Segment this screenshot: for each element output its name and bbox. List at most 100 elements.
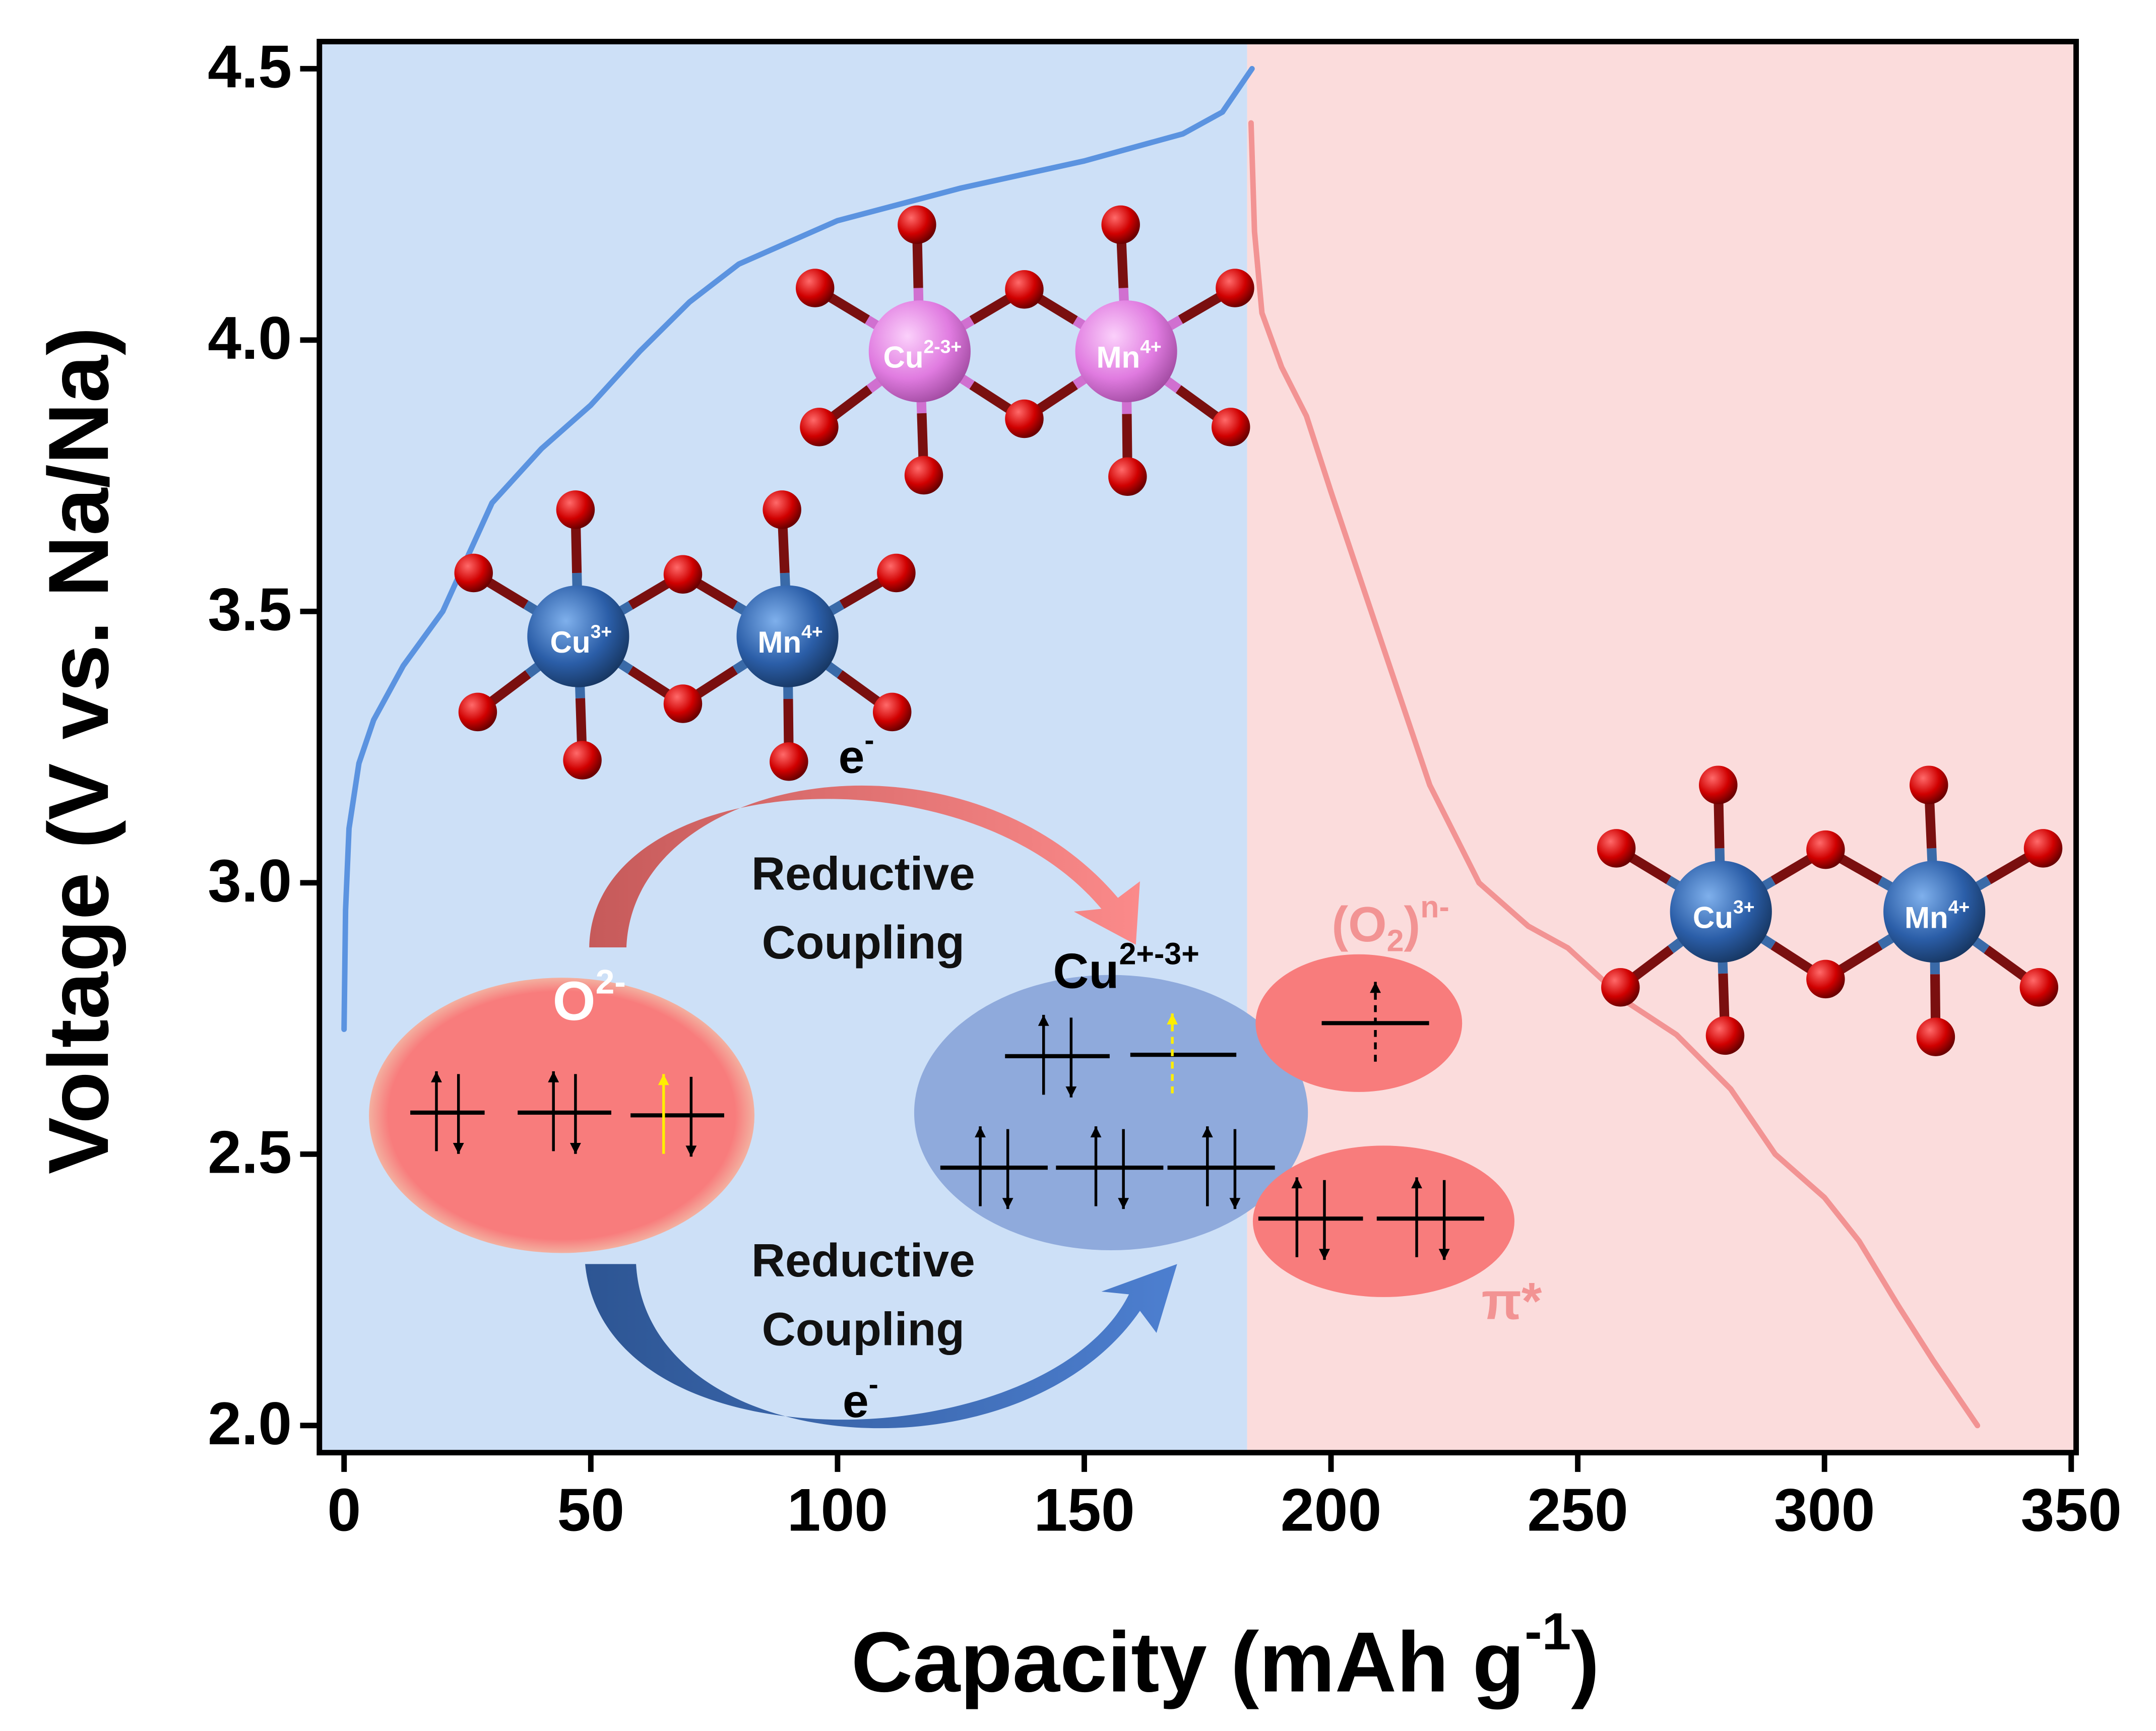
spin-arrow-head [453,1142,464,1154]
x-tick-label: 250 [1527,1476,1628,1544]
metal-atom [527,585,629,687]
spin-arrow-head [1118,1198,1129,1209]
oxygen-atom [1005,270,1044,309]
x-axis-title-sup: -1 [1525,1602,1571,1660]
spin-arrow-head [548,1071,559,1082]
oxygen-atom [556,490,595,529]
annotation-sup: 2+-3+ [1119,936,1199,971]
oxygen-atom [1699,765,1738,804]
annotation: Mn4+ [757,621,822,659]
orbital-ellipse [1252,1145,1514,1297]
oxygen-atom [1005,399,1044,438]
x-tick-label: 150 [1034,1476,1135,1544]
oxygen-atom [663,684,703,723]
oxygen-atom [563,741,602,780]
y-tick-label: 4.0 [208,304,292,372]
annotation: e- [839,724,874,783]
spin-arrow-head [1229,1198,1241,1209]
series-line [341,66,1255,1033]
coupling-arrow [585,1264,1177,1429]
annotation: Reductive [751,847,975,900]
annotation-sup: 3+ [591,621,612,642]
spin-arrow-head [685,1145,697,1157]
annotation: O2- [553,963,626,1032]
oxygen-atom [1806,959,1845,999]
annotation: (O2)n- [1331,890,1449,958]
oxygen-atom [458,692,497,732]
annotation: Cu3+ [1693,896,1755,934]
annotation-base: Cu [883,340,923,374]
spin-arrow-head [1370,982,1381,993]
x-tick-label: 300 [1774,1476,1875,1544]
oxygen-atom [1806,830,1845,869]
oxygen-atom [1705,1016,1745,1055]
annotation: Cu2-3+ [883,336,962,374]
annotation-base: Cu [1693,901,1733,934]
orbital-ellipse [914,975,1308,1251]
annotation-base: O [553,971,596,1032]
oxygen-atom [663,555,703,594]
annotation: Reductive [751,1234,975,1287]
annotation: Coupling [762,1303,965,1355]
oxygen-atom [1916,1017,1955,1056]
x-tick-label: 350 [2020,1476,2122,1544]
spin-arrow-head [658,1074,669,1085]
annotation-base: e [839,730,865,783]
spin-arrow-head [1411,1177,1422,1189]
x-tick-label: 50 [557,1476,624,1544]
y-tick-label: 3.5 [208,576,292,644]
y-tick-label: 4.5 [208,33,292,101]
axes: 0 50 100 150 200 250 300 350 2.0 2.5 3.0 3.5 4.0 4.5 C… [31,33,2122,1710]
x-axis-title-tail: ) [1571,1614,1599,1709]
oxygen-atom [1108,457,1147,496]
annotation: Mn4+ [1905,896,1970,934]
oxygen-atom [904,456,943,495]
metal-atom [1075,300,1177,403]
x-tick-label: 0 [327,1476,361,1544]
spin-arrow-head [975,1126,986,1138]
annotation-base: Mn [757,625,801,659]
x-tick-label: 100 [787,1476,889,1544]
spin-arrow-head [1291,1177,1303,1189]
annotation: π* [1482,1272,1542,1330]
annotation-base: Cu [1053,943,1119,999]
annotation-sup: - [869,1369,878,1401]
oxygen-atom [1910,765,1948,804]
y-tick-label: 3.0 [208,847,292,915]
metal-atom [1670,860,1772,963]
annotation-base: Mn [1905,901,1948,934]
oxygen-atom [1597,829,1636,868]
oxygen-atom [1101,205,1140,244]
y-axis-title: Voltage (V vs. Na/Na) [31,327,126,1175]
spin-arrow-head [1319,1249,1330,1260]
annotation: e- [843,1369,878,1427]
oxygen-atom [877,553,916,593]
annotation: Mn4+ [1096,336,1161,374]
spin-arrow-head [1002,1198,1013,1209]
annotation-sup: n- [1420,890,1449,924]
oxygen-atom [454,553,493,593]
oxygen-atom [2019,968,2059,1007]
oxygen-atom [2023,829,2063,868]
oxygen-atom [898,205,936,244]
spin-arrow-head [1038,1014,1049,1026]
spin-arrow-head [1065,1086,1077,1098]
y-tick-label: 2.0 [208,1390,292,1457]
annotation-sup: - [864,724,874,756]
annotation-sub: 2 [1387,923,1404,957]
spin-arrow-head [1090,1126,1102,1138]
oxygen-atom [770,742,808,781]
oxygen-atom [763,490,801,529]
annotation-tail: ) [1404,896,1421,952]
oxygen-atom [800,408,839,446]
spin-arrow-head [1438,1249,1450,1260]
y-tick-label: 2.5 [208,1118,292,1186]
annotation-base: Mn [1096,340,1140,374]
annotation-base: (O [1331,896,1386,952]
coupling-arrow [589,785,1140,948]
oxygen-atom [795,269,835,307]
annotation: Cu2+-3+ [1053,936,1199,998]
metal-atom [736,585,839,687]
annotation-sup: 4+ [801,621,822,642]
